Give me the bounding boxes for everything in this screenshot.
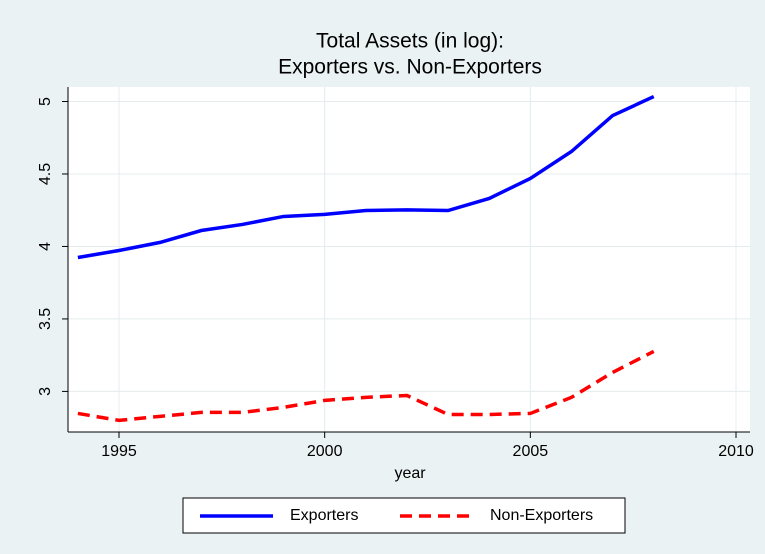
legend-label: Non-Exporters <box>490 507 593 524</box>
data-line <box>77 349 655 423</box>
x-tick-label: 1995 <box>101 443 137 460</box>
y-tick-label: 3 <box>37 387 54 396</box>
x-tick-label: 2000 <box>307 443 343 460</box>
data-line <box>77 94 655 260</box>
x-tick-label: 2010 <box>718 443 754 460</box>
chart-title: Exporters vs. Non-Exporters <box>278 56 542 79</box>
chart-title: Total Assets (in log): <box>316 30 504 53</box>
plot-area <box>68 87 750 432</box>
y-tick-label: 4.5 <box>37 163 54 185</box>
x-tick-label: 2005 <box>513 443 549 460</box>
x-axis-label: year <box>394 465 426 482</box>
y-tick-label: 3.5 <box>37 308 54 330</box>
y-tick-label: 4 <box>37 242 54 251</box>
legend-label: Exporters <box>290 507 358 524</box>
y-tick-label: 5 <box>37 97 54 106</box>
